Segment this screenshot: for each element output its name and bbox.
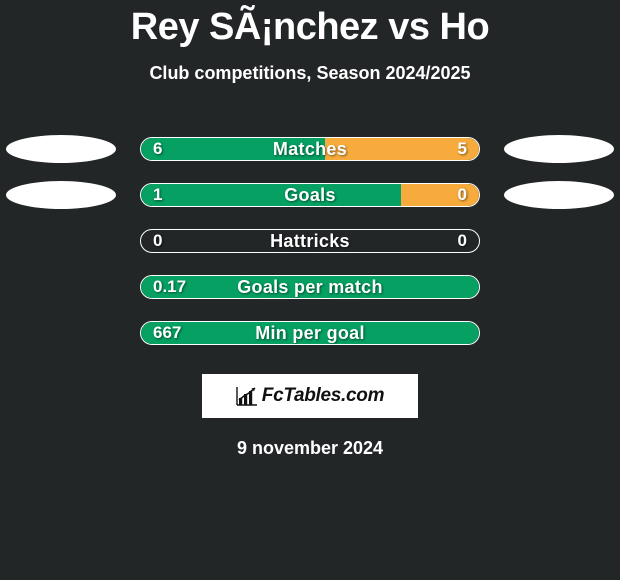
stat-row: 10Goals (0, 172, 620, 218)
stat-bar: 10Goals (140, 183, 480, 207)
stat-label: Hattricks (141, 230, 479, 252)
date-line: 9 november 2024 (0, 438, 620, 459)
logo-box: FcTables.com (202, 374, 418, 418)
stat-label: Goals (141, 184, 479, 206)
stat-row: 65Matches (0, 126, 620, 172)
player-ellipse-left (6, 181, 116, 209)
stat-row: 00Hattricks (0, 218, 620, 264)
stat-bar: 00Hattricks (140, 229, 480, 253)
chart-icon (236, 386, 258, 406)
stat-label: Goals per match (141, 276, 479, 298)
stat-row: 0.17Goals per match (0, 264, 620, 310)
stat-row: 667Min per goal (0, 310, 620, 356)
logo-text: FcTables.com (262, 385, 384, 407)
player-ellipse-right (504, 135, 614, 163)
stat-bar: 667Min per goal (140, 321, 480, 345)
stat-label: Matches (141, 138, 479, 160)
player-ellipse-left (6, 135, 116, 163)
stat-rows-container: 65Matches 10Goals 00Hattricks 0.17Goals per… (0, 126, 620, 356)
player-ellipse-right (504, 181, 614, 209)
stat-label: Min per goal (141, 322, 479, 344)
subtitle: Club competitions, Season 2024/2025 (0, 63, 620, 84)
page-title: Rey SÃ¡nchez vs Ho (0, 0, 620, 49)
stat-bar: 65Matches (140, 137, 480, 161)
stat-bar: 0.17Goals per match (140, 275, 480, 299)
